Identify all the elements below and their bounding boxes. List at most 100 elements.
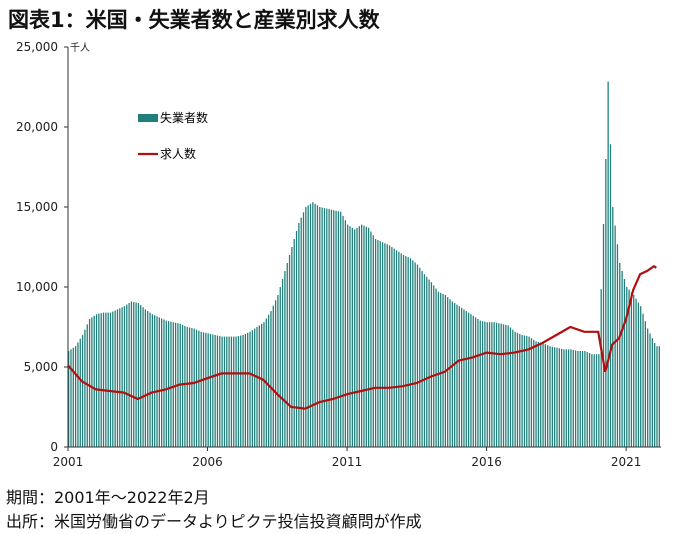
unemployment-bar [584, 351, 586, 447]
unemployment-bar [230, 336, 233, 447]
unemployment-bar [447, 297, 449, 447]
unemployment-bar [409, 258, 412, 447]
unemployment-bar [570, 349, 572, 447]
unemployment-bar [319, 207, 321, 447]
unemployment-bar [591, 354, 593, 447]
unemployment-bar [351, 227, 353, 447]
unemployment-bar [463, 309, 465, 447]
unemployment-bar [537, 341, 540, 447]
footer-source: 出所：米国労働省のデータよりピクテ投信投資顧問が作成 [6, 512, 422, 531]
unemployment-bar [347, 224, 349, 447]
unemployment-bar [407, 257, 409, 447]
unemployment-bar [521, 335, 523, 447]
unemployment-bar [184, 325, 186, 447]
unemployment-bar [493, 322, 495, 447]
unemployment-bar [630, 292, 633, 447]
unemployment-bar [212, 334, 214, 447]
unemployment-bar [637, 302, 640, 447]
y-tick-label: 15,000 [16, 200, 58, 214]
unemployment-bar [95, 314, 98, 447]
unemployment-bar [540, 342, 542, 447]
unemployment-bar [102, 312, 105, 447]
x-tick-label: 2001 [53, 455, 84, 469]
unemployment-bar [309, 203, 312, 447]
unemployment-bar [288, 255, 291, 447]
unemployment-bar [256, 327, 258, 447]
unemployment-bar [523, 335, 526, 447]
unemployment-bar [512, 329, 514, 447]
unemployment-bar [381, 242, 384, 447]
legend-swatch-unemployed [138, 114, 158, 122]
unemployment-bar [428, 279, 430, 447]
unemployment-bar [605, 159, 607, 447]
unemployment-bar [333, 210, 335, 447]
unemployment-bar [400, 253, 402, 447]
unemployment-bar [237, 336, 240, 447]
unemployment-bar [502, 324, 505, 447]
unemployment-bar [642, 313, 644, 447]
unemployment-bar [68, 351, 70, 447]
unemployment-bar [161, 318, 163, 447]
unemployment-bar [574, 350, 577, 447]
legend-label-unemployed: 失業者数 [160, 110, 208, 125]
unemployment-bar [635, 298, 637, 447]
unemployment-bar [426, 276, 428, 447]
unemployment-bar [533, 339, 535, 447]
x-tick-label: 2011 [332, 455, 363, 469]
unemployment-bar [261, 323, 263, 447]
unemployment-bar [435, 288, 437, 447]
unemployment-bar [119, 308, 121, 447]
y-tick-label: 25,000 [16, 40, 58, 54]
unemployment-bar [205, 332, 207, 447]
unemployment-bar [295, 231, 298, 447]
unemployment-bar [372, 235, 374, 447]
x-tick-label: 2006 [192, 455, 223, 469]
unemployment-bar [626, 287, 628, 447]
chart-title: 図表1：米国・失業者数と産業別求人数 [8, 8, 380, 32]
unemployment-bar [549, 346, 551, 447]
unemployment-bar [556, 347, 558, 447]
unemployment-bar [479, 320, 481, 447]
unemployment-bar [181, 324, 184, 447]
unemployment-bar [188, 327, 191, 447]
unemployment-bar [507, 325, 509, 447]
unemployment-bar [565, 349, 567, 447]
unemployment-bar [437, 291, 440, 447]
unemployment-bar [374, 239, 377, 447]
unemployment-bar [498, 323, 500, 447]
unemployment-bar [247, 332, 249, 447]
unemployment-bar [440, 292, 442, 447]
unemployment-bar [486, 322, 488, 447]
unemployment-bar [235, 336, 237, 447]
unemployment-bar [393, 248, 395, 447]
unemployment-bar [242, 335, 244, 447]
unemployment-bar [384, 243, 386, 447]
unemployment-bar [240, 335, 242, 447]
unemployment-bar [567, 349, 570, 447]
unemployment-bar [412, 260, 414, 447]
unemployment-bar [398, 251, 400, 447]
unemployment-bar [349, 226, 351, 447]
legend-label-openings: 求人数 [160, 146, 196, 161]
unemployment-bar [165, 320, 167, 447]
unemployment-bar [470, 314, 472, 447]
job-openings-line [67, 264, 657, 410]
unemployment-bar [340, 211, 342, 447]
unemployment-bar [477, 319, 479, 447]
unemployment-bar [267, 314, 270, 447]
unemployment-bar [79, 338, 81, 447]
x-tick-label: 2016 [471, 455, 502, 469]
unemployment-bar [293, 239, 295, 447]
unemployment-bar [330, 209, 333, 447]
y-axis-unit: 千人 [70, 43, 90, 54]
unemployment-bar [195, 329, 198, 447]
unemployment-bar [202, 332, 205, 447]
unemployment-bar [326, 208, 328, 447]
unemployment-bar [121, 307, 123, 447]
unemployment-bar [579, 351, 581, 447]
unemployment-bar [654, 343, 656, 447]
unemployment-bar [335, 210, 337, 447]
unemployment-bar [105, 312, 107, 447]
unemployment-bar [193, 328, 195, 447]
unemployment-bar [516, 332, 519, 447]
